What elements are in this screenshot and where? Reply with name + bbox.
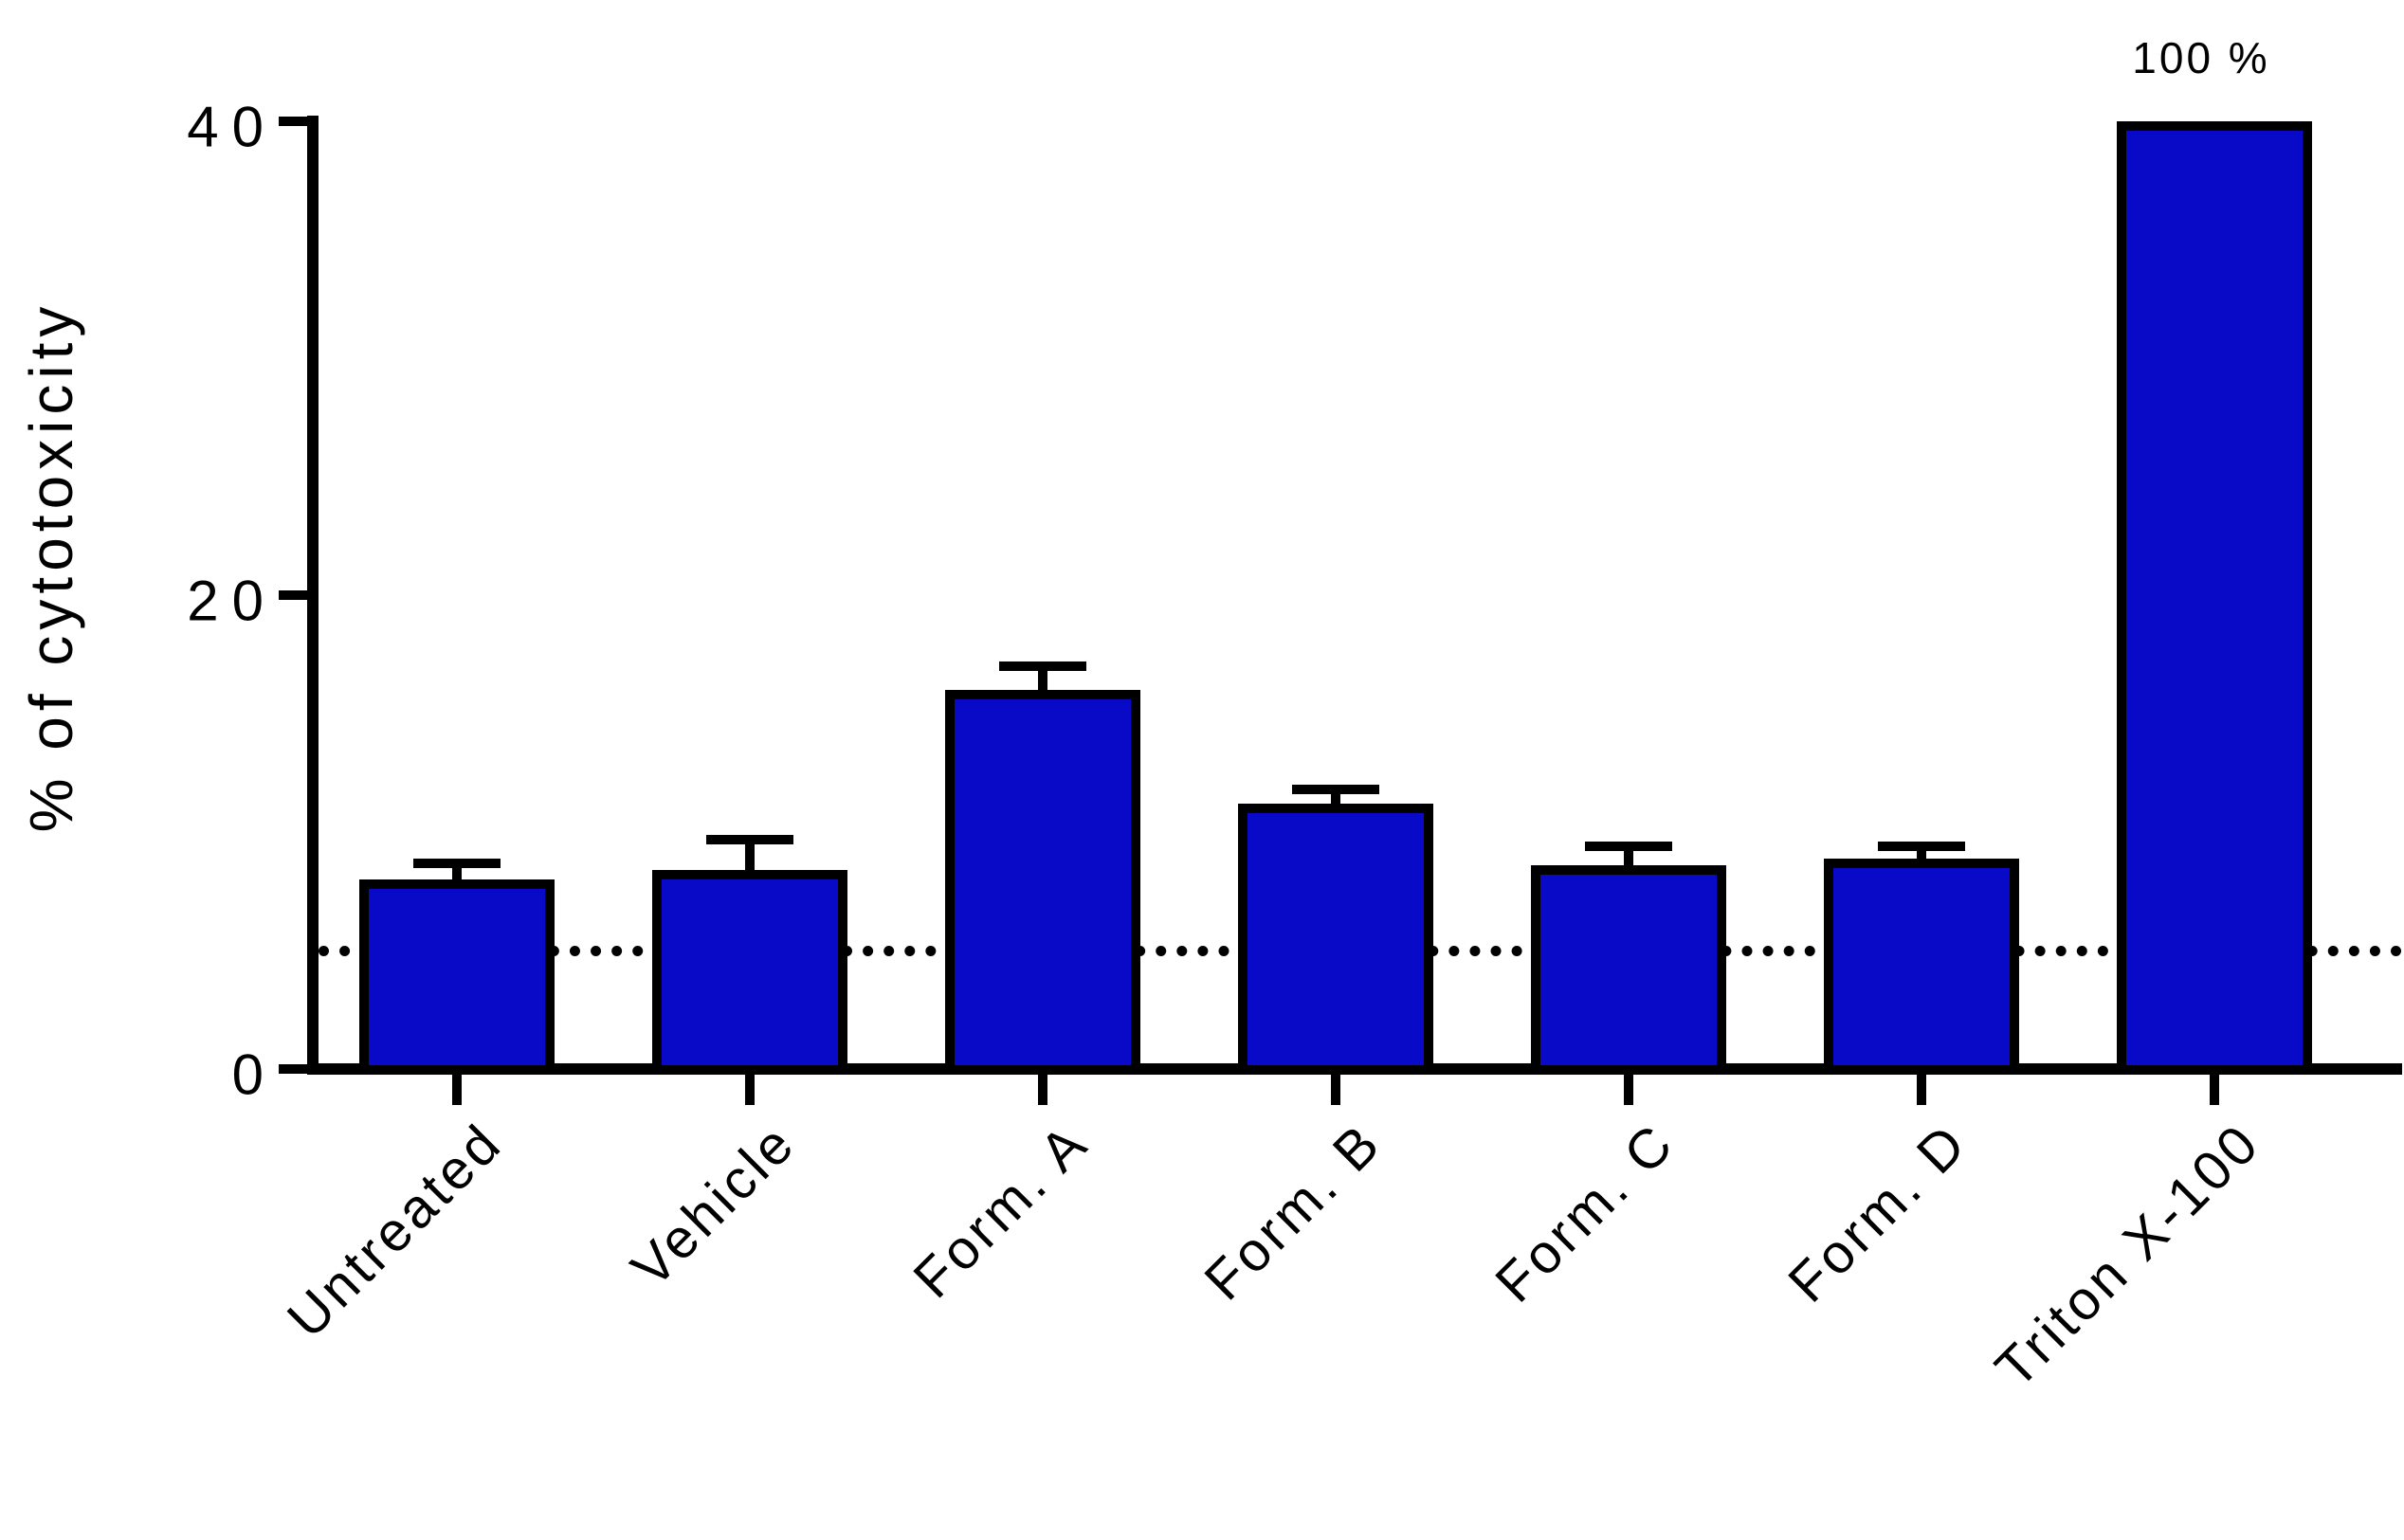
bar-untreated xyxy=(359,879,555,1075)
x-tick-mark-form-a xyxy=(1038,1075,1047,1105)
error-bar-cap-form-d xyxy=(1878,842,1965,851)
y-tick-mark-20 xyxy=(279,590,307,600)
error-bar-cap-vehicle xyxy=(706,834,793,844)
clipped-bar-annotation: 100 % xyxy=(2132,33,2270,82)
bar-triton-x-100 xyxy=(2117,121,2312,1075)
x-tick-mark-form-b xyxy=(1331,1075,1340,1105)
x-tick-mark-form-c xyxy=(1624,1075,1633,1105)
x-label-vehicle: Vehicle xyxy=(619,1111,808,1299)
error-bar-cap-form-c xyxy=(1585,842,1672,851)
x-label-form-b: Form. B xyxy=(1193,1111,1393,1313)
error-bar-cap-form-a xyxy=(999,661,1086,671)
x-label-form-c: Form. C xyxy=(1483,1111,1686,1314)
y-axis-title: % of cytotoxicity xyxy=(17,300,85,833)
x-label-triton-x-100: Triton X-100 xyxy=(1983,1111,2272,1400)
error-bar-stem-form-a xyxy=(1038,666,1047,692)
y-tick-mark-0 xyxy=(279,1064,307,1074)
error-bar-stem-form-d xyxy=(1917,846,1926,861)
error-bar-stem-form-c xyxy=(1624,846,1633,867)
y-tick-mark-40 xyxy=(279,117,307,126)
x-label-form-d: Form. D xyxy=(1776,1111,1979,1314)
error-bar-stem-form-b xyxy=(1331,789,1340,806)
bar-form-b xyxy=(1238,804,1433,1075)
x-tick-mark-vehicle xyxy=(745,1075,755,1105)
bar-form-d xyxy=(1824,858,2019,1075)
x-label-form-a: Form. A xyxy=(902,1111,1101,1311)
y-tick-label-40: 40 xyxy=(187,95,277,159)
bar-form-a xyxy=(945,690,1140,1075)
y-tick-label-20: 20 xyxy=(187,569,277,633)
x-label-untreated: Untreated xyxy=(276,1111,515,1350)
x-tick-mark-untreated xyxy=(452,1075,462,1105)
bar-vehicle xyxy=(652,870,847,1075)
error-bar-cap-untreated xyxy=(413,858,501,868)
bar-form-c xyxy=(1531,865,1726,1075)
y-tick-label-0: 0 xyxy=(231,1042,277,1107)
x-tick-mark-triton-x-100 xyxy=(2210,1075,2219,1105)
y-axis-line xyxy=(307,116,319,1075)
error-bar-stem-vehicle xyxy=(745,839,755,872)
error-bar-stem-untreated xyxy=(452,862,462,881)
error-bar-cap-form-b xyxy=(1292,785,1379,794)
x-tick-mark-form-d xyxy=(1917,1075,1926,1105)
